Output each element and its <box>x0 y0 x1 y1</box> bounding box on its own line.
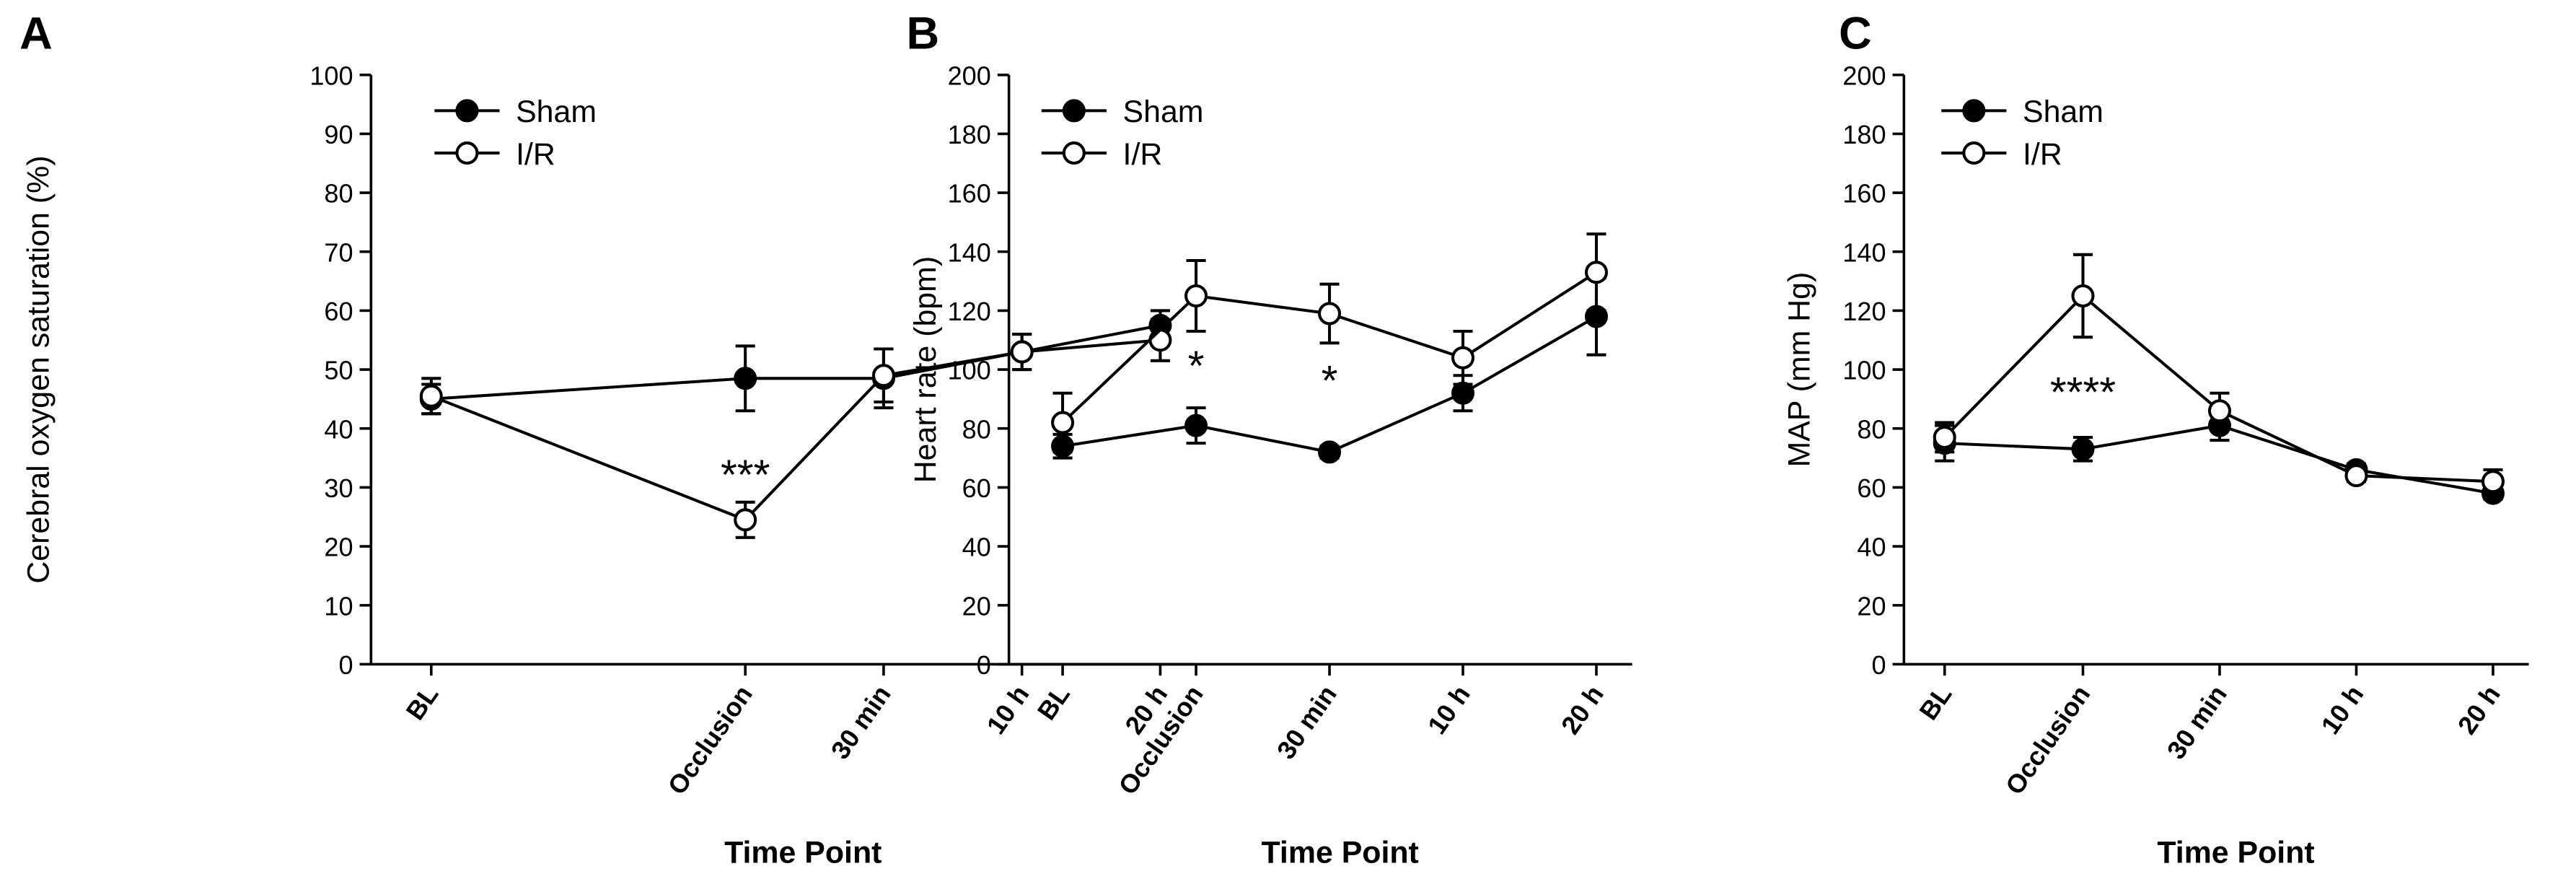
y-tick-label: 120 <box>948 297 991 326</box>
x-axis-title: Time Point <box>724 836 882 870</box>
y-tick-label: 0 <box>1871 650 1886 680</box>
significance-mark: *** <box>721 452 770 499</box>
y-tick-label: 160 <box>948 179 991 209</box>
x-axis-title: Time Point <box>2157 836 2314 870</box>
significance-mark: * <box>1322 357 1338 404</box>
y-tick-label: 10 <box>324 591 353 621</box>
chart-panel-A: A 0 10 20 30 40 50 60 70 80 90 100 Cerebral oxygen s… <box>19 9 1197 870</box>
y-tick-label: 100 <box>309 61 353 90</box>
y-tick-label: 140 <box>948 237 991 267</box>
data-point <box>1451 381 1475 405</box>
y-tick-label: 90 <box>324 120 353 149</box>
y-axis-title: MAP (mm Hg) <box>1782 272 1816 468</box>
series-ir <box>419 318 1172 539</box>
data-point <box>2481 470 2505 494</box>
significance-mark: **** <box>2050 370 2116 416</box>
y-tick-label: 100 <box>948 356 991 385</box>
data-point <box>1451 346 1475 370</box>
y-axis-title: Heart rate (bpm) <box>908 256 943 483</box>
data-point <box>871 364 895 388</box>
y-tick-label: 180 <box>1842 120 1886 149</box>
legend-swatch-marker <box>1962 99 1986 123</box>
y-tick-label: 120 <box>1842 297 1886 326</box>
data-point <box>1318 440 1342 464</box>
y-tick-label: 40 <box>324 414 353 444</box>
data-point <box>1184 414 1208 437</box>
y-tick-label: 80 <box>324 179 353 209</box>
data-point <box>734 508 757 532</box>
y-tick-label: 50 <box>324 356 353 385</box>
y-axis-title: Cerebral oxygen saturation (%) <box>22 155 56 583</box>
y-tick-label: 60 <box>1857 473 1886 503</box>
y-tick-label: 0 <box>977 650 991 680</box>
y-tick-label: 140 <box>1842 237 1886 267</box>
legend-swatch-marker <box>1962 141 1986 165</box>
y-tick-label: 80 <box>1857 414 1886 444</box>
y-tick-label: 30 <box>324 473 353 503</box>
data-point <box>1933 425 1956 450</box>
y-tick-label: 40 <box>1857 533 1886 562</box>
legend-entry: I/R <box>2023 137 2062 172</box>
data-point <box>734 367 757 390</box>
data-point <box>1318 302 1342 325</box>
data-point <box>1051 411 1075 434</box>
series-ir <box>1933 253 2505 495</box>
y-tick-label: 200 <box>1842 61 1886 90</box>
data-point <box>2071 437 2095 461</box>
legend-entry: I/R <box>1123 137 1163 172</box>
legend-swatch-marker <box>1062 141 1086 165</box>
y-tick-label: 0 <box>338 650 353 680</box>
y-tick-label: 40 <box>962 533 991 562</box>
data-point <box>1148 328 1172 352</box>
y-tick-label: 20 <box>324 533 353 562</box>
panel-letter: B <box>907 9 940 59</box>
y-tick-label: 200 <box>948 61 991 90</box>
y-tick-label: 20 <box>962 591 991 621</box>
legend-swatch-marker <box>1062 99 1086 123</box>
y-tick-label: 70 <box>324 237 353 267</box>
legend-entry: Sham <box>516 95 597 129</box>
data-point <box>419 384 443 408</box>
data-point <box>1184 284 1208 308</box>
legend-swatch-marker <box>455 141 479 165</box>
legend-entry: I/R <box>516 137 555 172</box>
y-tick-label: 60 <box>962 473 991 503</box>
series-ir <box>1051 232 1608 454</box>
y-tick-label: 160 <box>1842 179 1886 209</box>
y-tick-label: 100 <box>1842 356 1886 385</box>
y-tick-label: 80 <box>962 414 991 444</box>
data-point <box>2207 399 2231 423</box>
data-point <box>2344 464 2368 488</box>
y-tick-label: 20 <box>1857 591 1886 621</box>
y-tick-label: 60 <box>324 297 353 326</box>
data-point <box>2071 284 2095 308</box>
significance-mark: * <box>1188 343 1205 390</box>
data-point <box>1010 340 1034 364</box>
legend-entry: Sham <box>2023 95 2104 129</box>
panel-letter: A <box>19 9 53 59</box>
y-tick-label: 180 <box>948 120 991 149</box>
legend-swatch-marker <box>455 99 479 123</box>
data-point <box>1584 261 1608 284</box>
x-axis-title: Time Point <box>1262 836 1419 870</box>
panel-letter: C <box>1839 9 1872 59</box>
legend-entry: Sham <box>1123 95 1204 129</box>
